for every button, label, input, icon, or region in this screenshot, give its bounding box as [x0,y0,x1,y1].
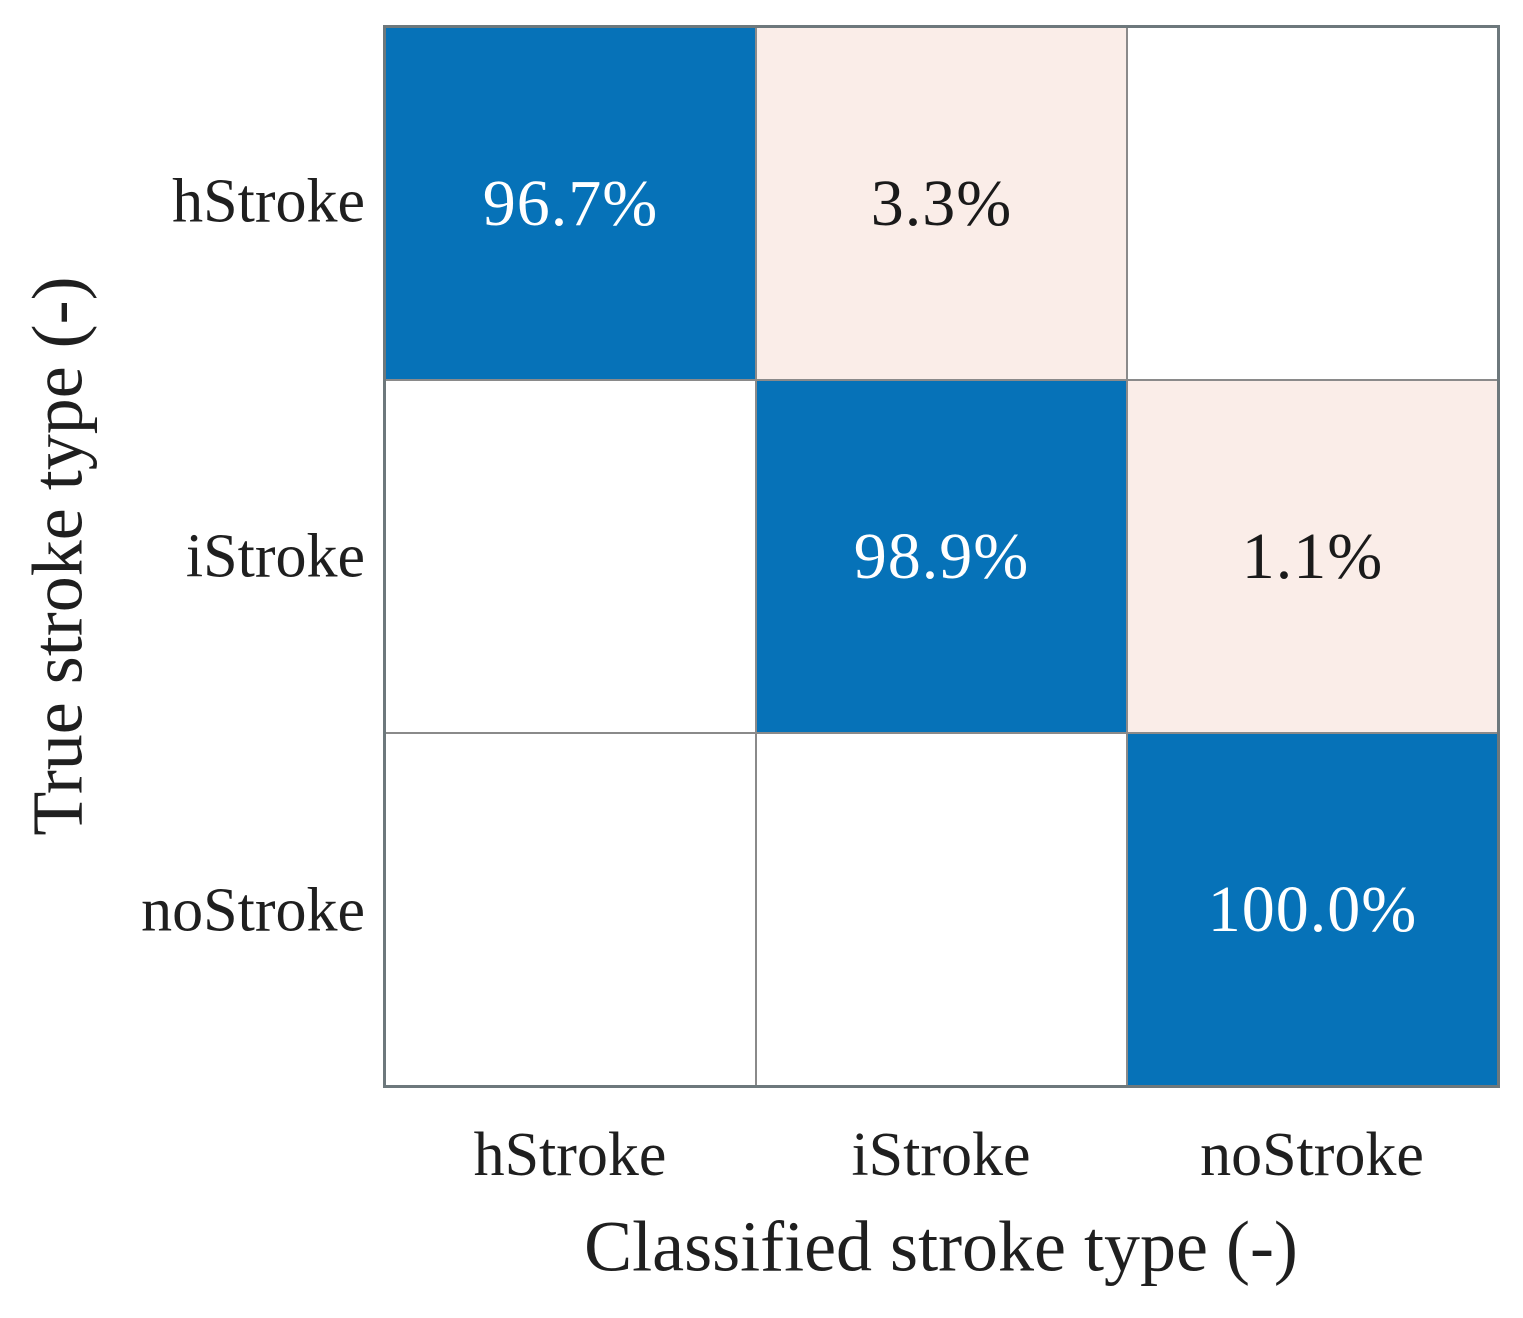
matrix-cell-hstroke-istroke: 3.3% [757,28,1126,379]
x-axis-title: Classified stroke type (-) [584,1206,1298,1287]
row-label-hstroke: hStroke [172,167,365,236]
matrix-cell-nostroke-hstroke [386,734,755,1085]
matrix-cell-nostroke-nostroke: 100.0% [1128,734,1497,1085]
row-label-istroke: iStroke [185,522,365,591]
matrix-cell-hstroke-nostroke [1128,28,1497,379]
col-label-istroke: iStroke [851,1121,1031,1189]
matrix-cell-istroke-hstroke [386,381,755,732]
matrix-cell-hstroke-hstroke: 96.7% [386,28,755,379]
row-label-nostroke: noStroke [141,876,365,945]
matrix-cell-nostroke-istroke [757,734,1126,1085]
col-label-nostroke: noStroke [1200,1121,1424,1189]
matrix-cell-istroke-istroke: 98.9% [757,381,1126,732]
matrix-cell-istroke-nostroke: 1.1% [1128,381,1497,732]
confusion-matrix-grid: 96.7% 3.3% 98.9% 1.1% 100.0% [383,25,1500,1088]
col-label-hstroke: hStroke [473,1121,667,1189]
